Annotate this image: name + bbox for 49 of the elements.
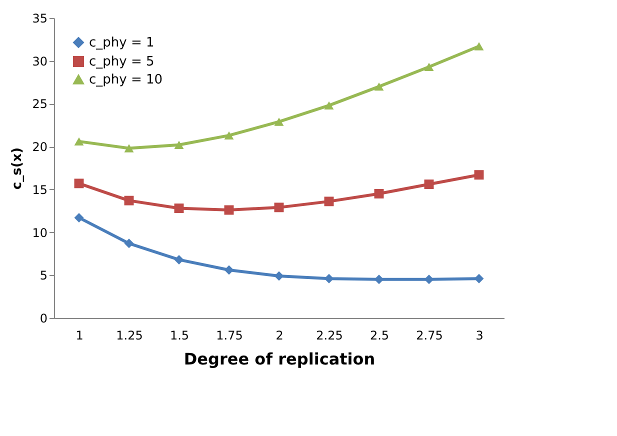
point: [124, 196, 134, 206]
legend-label: c_phy = 10: [89, 72, 163, 88]
x-tick-label: 1.25: [116, 328, 143, 342]
y-tick-label: 5: [40, 268, 48, 283]
y-tick-label: 30: [32, 54, 48, 68]
point: [74, 212, 84, 222]
point: [174, 254, 184, 264]
point: [374, 188, 384, 198]
point: [474, 42, 484, 50]
point: [174, 204, 184, 214]
x-tick-label: 3: [476, 328, 484, 342]
y-tick-label: 35: [32, 12, 48, 26]
point: [324, 101, 334, 110]
point: [74, 178, 84, 188]
point: [424, 62, 434, 71]
x-tick-label: 1.5: [170, 328, 190, 342]
x-tick-label: 2.5: [370, 328, 390, 342]
legend-label: c_phy = 5: [89, 54, 154, 70]
point: [74, 137, 84, 146]
point: [324, 196, 334, 206]
point: [124, 238, 134, 248]
point: [274, 271, 284, 281]
legend-label: c_phy = 1: [89, 36, 154, 50]
point: [224, 205, 234, 215]
point: [124, 144, 134, 152]
x-axis-title: Degree of replication: [184, 350, 376, 368]
point: [224, 265, 234, 275]
x-tick-label: 1: [76, 328, 84, 342]
x-tick-label: 1.75: [216, 328, 243, 342]
point: [224, 131, 234, 140]
y-tick-label: 10: [32, 226, 48, 240]
point: [474, 170, 484, 180]
point: [474, 274, 484, 284]
point: [424, 274, 434, 284]
y-tick-label: 15: [32, 182, 48, 197]
x-tick-label: 2.75: [416, 328, 443, 342]
y-tick-label: 25: [32, 97, 48, 112]
point: [274, 202, 284, 212]
point: [274, 118, 284, 126]
point: [174, 140, 184, 149]
point: [374, 274, 384, 284]
point: [324, 274, 334, 284]
point: [374, 82, 384, 91]
x-tick-label: 2.25: [316, 328, 343, 342]
point: [424, 180, 434, 190]
x-tick-label: 2: [276, 328, 284, 342]
y-tick-label: 20: [32, 140, 48, 154]
y-axis-title: c_s(x): [10, 147, 26, 190]
y-tick-label: 0: [40, 312, 48, 326]
